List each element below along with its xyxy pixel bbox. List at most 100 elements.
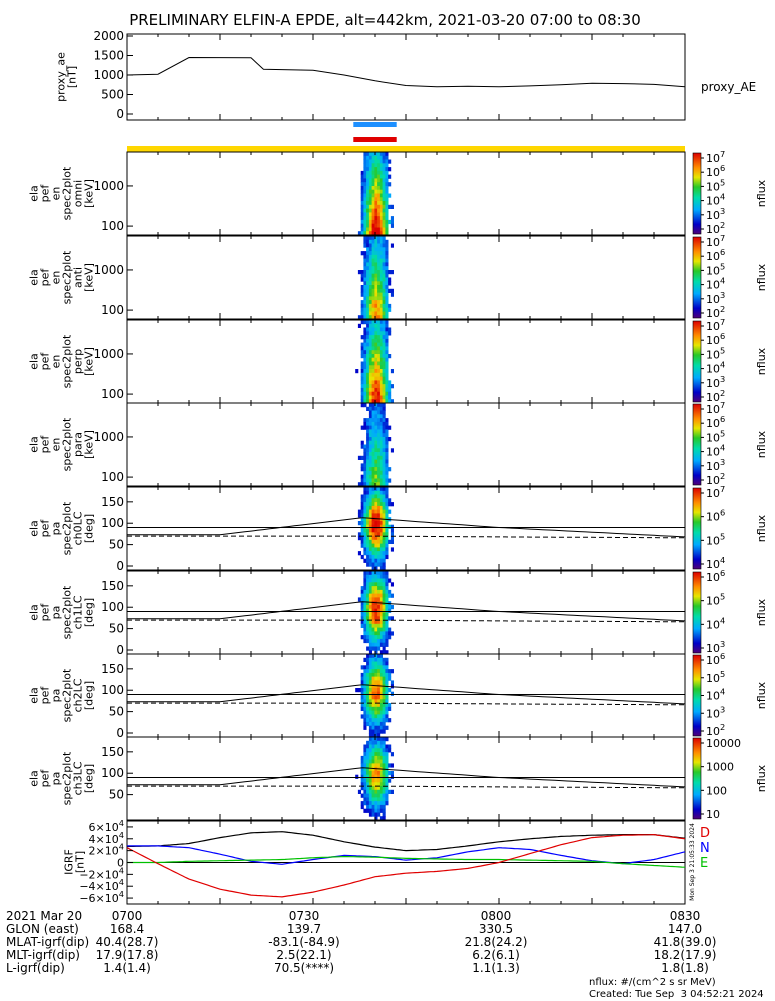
spectrogram-cell [390,684,394,689]
spectrogram-cell [363,513,367,518]
spectrogram-cell [377,285,381,290]
spectrogram-cell [363,361,367,366]
spectrogram-cell [360,691,364,696]
spectrogram-cell [379,357,383,362]
spectrogram-cell [374,384,378,389]
spectrogram-cell [374,539,378,544]
spectrogram-cell [379,369,383,374]
spectrogram-cell [368,642,372,647]
spectrogram-cell [374,718,378,723]
spectrogram-cell [366,744,370,749]
spectrogram-cell [385,361,389,366]
spectrogram-cell [379,410,383,415]
spectrogram-cell [366,354,370,359]
spectrogram-cell [374,331,378,336]
footer-value: 0700 [111,909,143,923]
spectrogram-cell [371,539,375,544]
footer-value: 41.8(39.0) [653,935,717,949]
panel-frame [126,653,686,738]
spectrogram-cell [390,524,394,529]
spectrogram-cell [385,571,389,576]
spectrogram-cell [377,551,381,556]
spectrogram-cell [368,616,372,621]
y-axis-label-line: spec2plot [61,334,74,388]
spectrogram-cell [363,539,367,544]
spectrogram-cell [363,307,367,312]
y-axis-label-line: [deg] [83,598,96,627]
spectrogram-cell [390,223,394,228]
spectrogram-cell [366,597,370,602]
spectrogram-cell [366,782,370,787]
plot-title: PRELIMINARY ELFIN-A EPDE, alt=442km, 202… [129,11,641,29]
spectrogram-cell [382,623,386,628]
spectrogram-cell [366,601,370,606]
spectrogram-cell [385,204,389,209]
spectrogram-cell [368,801,372,806]
spectrogram-cell [377,372,381,377]
spectrogram-cell [377,236,381,241]
spectrogram-cell [374,676,378,681]
spectrogram-cell [368,586,372,591]
spectrogram-cell [374,433,378,438]
spectrogram-cell [379,470,383,476]
spectrogram-cell [382,182,386,187]
spectrogram-cell [382,273,386,278]
spectrogram-cell [374,517,378,522]
spectrogram-cell [366,646,370,651]
spectrogram-cell [382,801,386,806]
spectrogram-cell [363,710,367,715]
science-zone-bar [127,146,685,152]
spectrogram-cell [385,752,389,757]
spectrogram-cell [371,197,375,202]
spectrogram-cell [377,342,381,347]
spectrogram-cell [382,186,386,191]
spectrogram-cell [385,452,389,457]
spectrogram-cell [363,219,367,225]
spectrogram-cell [377,547,381,552]
spectrogram-cell [388,748,392,753]
spectrogram-cell [360,505,364,511]
spectrogram-cell [360,212,364,217]
igrf-ylabel: IGRF[nT] [63,849,87,875]
spectrogram-cell [366,440,370,445]
spectrogram-cell [360,174,364,179]
spectrogram-cell [371,623,375,628]
spectrogram-cell [379,452,383,457]
footer-value: 0800 [480,909,512,923]
spectrogram-cell [374,300,378,305]
spectrogram-cell [360,270,364,275]
spectrogram-cell [363,490,367,495]
spectrogram-cell [366,774,370,779]
spectrogram-cell [385,193,389,198]
spectrogram-cell [377,642,381,647]
spectrogram-cell [368,740,372,745]
spectrogram-cell [385,699,389,704]
spectrogram-cell [377,380,381,385]
pitch-angle-spectrogram-panel: 15010050elapefpaspec2plotch3LC[deg]10000… [28,736,768,821]
spectrogram-cell [382,193,386,198]
spectrogram-cell [368,243,372,248]
spectrogram-cell [379,320,383,325]
spectrogram-cell [388,174,392,179]
spectrogram-cell [379,582,383,587]
spectrogram-cell [382,277,386,282]
spectrogram-cell [371,612,375,617]
spectrogram-cell [377,231,381,236]
spectrogram-cell [382,703,386,708]
spectrogram-cell [368,725,372,730]
spectrogram-cell [363,320,367,325]
spectrogram-cell [377,338,381,344]
spectrogram-cell [355,688,359,693]
spectrogram-cell [363,551,367,556]
spectrogram-cell [371,699,375,704]
spectrogram-cell [363,201,367,206]
spectrogram-cell [368,513,372,518]
y-axis-label-line: spec2plot [61,585,74,639]
spectrogram-cell [374,597,378,602]
spectrogram-cell [366,797,370,802]
spectrogram-cell [379,620,383,625]
spectrogram-cell [366,193,370,198]
spectrogram-cell [366,808,370,813]
spectrogram-cell [363,335,367,340]
spectrogram-cell [382,478,386,483]
